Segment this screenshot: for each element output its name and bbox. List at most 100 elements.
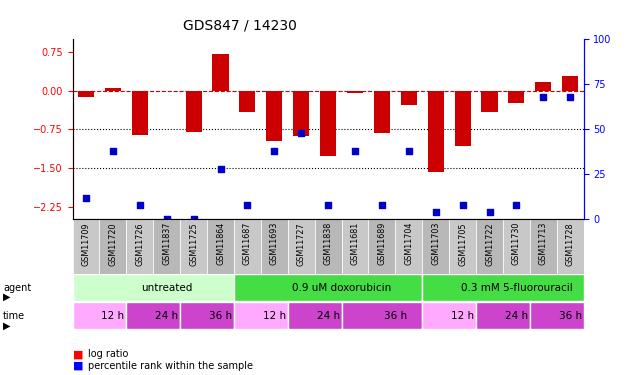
Bar (422, 274, 584, 302)
Text: ■: ■ (73, 350, 83, 359)
Point (296, 130, 306, 136)
Text: GDS847 / 14230: GDS847 / 14230 (183, 19, 297, 33)
Bar (186, 91, 202, 132)
Bar (476, 219, 503, 274)
Point (404, 148, 414, 154)
Point (350, 148, 360, 154)
Text: ■: ■ (73, 361, 83, 370)
Bar (454, 91, 471, 146)
Bar (73, 274, 234, 302)
Text: 0.3 mM 5-fluorouracil: 0.3 mM 5-fluorouracil (461, 283, 572, 293)
Bar (347, 91, 363, 93)
Text: GSM11687: GSM11687 (243, 222, 252, 266)
Text: agent: agent (3, 283, 32, 293)
Text: 24 h: 24 h (155, 311, 179, 321)
Bar (234, 219, 261, 274)
Point (431, 209, 441, 215)
Point (162, 216, 172, 222)
Text: GSM11730: GSM11730 (512, 222, 521, 266)
Bar (288, 219, 315, 274)
Text: time: time (3, 311, 25, 321)
Text: 36 h: 36 h (558, 311, 582, 321)
Text: ▶: ▶ (3, 292, 11, 302)
Bar (369, 219, 396, 274)
Bar (207, 219, 234, 274)
Bar (428, 91, 444, 171)
Text: GSM11703: GSM11703 (431, 222, 440, 266)
Point (538, 94, 548, 100)
Bar (126, 219, 153, 274)
Bar (320, 91, 336, 156)
Bar (401, 91, 417, 105)
Point (457, 202, 468, 208)
Bar (288, 302, 341, 330)
Bar (239, 91, 256, 112)
Text: GSM11722: GSM11722 (485, 222, 494, 266)
Bar (396, 219, 422, 274)
Bar (105, 88, 121, 91)
Point (485, 209, 495, 215)
Text: 12 h: 12 h (262, 311, 286, 321)
Bar (213, 54, 228, 91)
Bar (234, 302, 288, 330)
Point (323, 202, 333, 208)
Bar (126, 302, 180, 330)
Bar (557, 219, 584, 274)
Bar (73, 302, 126, 330)
Text: GSM11728: GSM11728 (566, 222, 575, 266)
Bar (180, 302, 234, 330)
Text: GSM11837: GSM11837 (162, 222, 171, 266)
Text: GSM11725: GSM11725 (189, 222, 198, 266)
Text: GSM11864: GSM11864 (216, 222, 225, 266)
Point (81, 195, 91, 201)
Text: GSM11720: GSM11720 (109, 222, 117, 266)
Point (242, 202, 252, 208)
Text: GSM11705: GSM11705 (458, 222, 467, 266)
Bar (374, 91, 390, 133)
Bar (481, 91, 498, 112)
Bar (341, 219, 369, 274)
Bar (476, 302, 530, 330)
Bar (530, 219, 557, 274)
Bar (234, 274, 422, 302)
Point (377, 202, 387, 208)
Point (189, 216, 199, 222)
Text: GSM11727: GSM11727 (297, 222, 305, 266)
Bar (100, 219, 126, 274)
Text: GSM11713: GSM11713 (539, 222, 548, 266)
Text: GSM11681: GSM11681 (351, 222, 360, 266)
Text: ▶: ▶ (3, 320, 11, 330)
Point (511, 202, 521, 208)
Text: GSM11726: GSM11726 (135, 222, 144, 266)
Bar (266, 91, 283, 141)
Point (108, 148, 118, 154)
Bar (261, 219, 288, 274)
Bar (509, 91, 524, 103)
Bar (180, 219, 207, 274)
Text: 24 h: 24 h (317, 311, 339, 321)
Text: log ratio: log ratio (88, 350, 129, 359)
Bar (422, 302, 476, 330)
Point (269, 148, 280, 154)
Bar (153, 219, 180, 274)
Text: GSM11689: GSM11689 (377, 222, 386, 266)
Text: GSM11709: GSM11709 (81, 222, 90, 266)
Text: untreated: untreated (141, 283, 192, 293)
Bar (73, 219, 100, 274)
Text: GSM11693: GSM11693 (270, 222, 279, 266)
Bar (530, 302, 584, 330)
Bar (293, 91, 309, 135)
Text: percentile rank within the sample: percentile rank within the sample (88, 361, 253, 370)
Bar (78, 91, 94, 98)
Point (215, 166, 225, 172)
Bar (341, 302, 422, 330)
Bar (503, 219, 530, 274)
Point (565, 94, 575, 100)
Bar (535, 81, 551, 91)
Point (135, 202, 145, 208)
Text: 0.9 uM doxorubicin: 0.9 uM doxorubicin (292, 283, 391, 293)
Text: 12 h: 12 h (102, 311, 124, 321)
Text: 36 h: 36 h (209, 311, 232, 321)
Text: 36 h: 36 h (384, 311, 407, 321)
Bar (315, 219, 341, 274)
